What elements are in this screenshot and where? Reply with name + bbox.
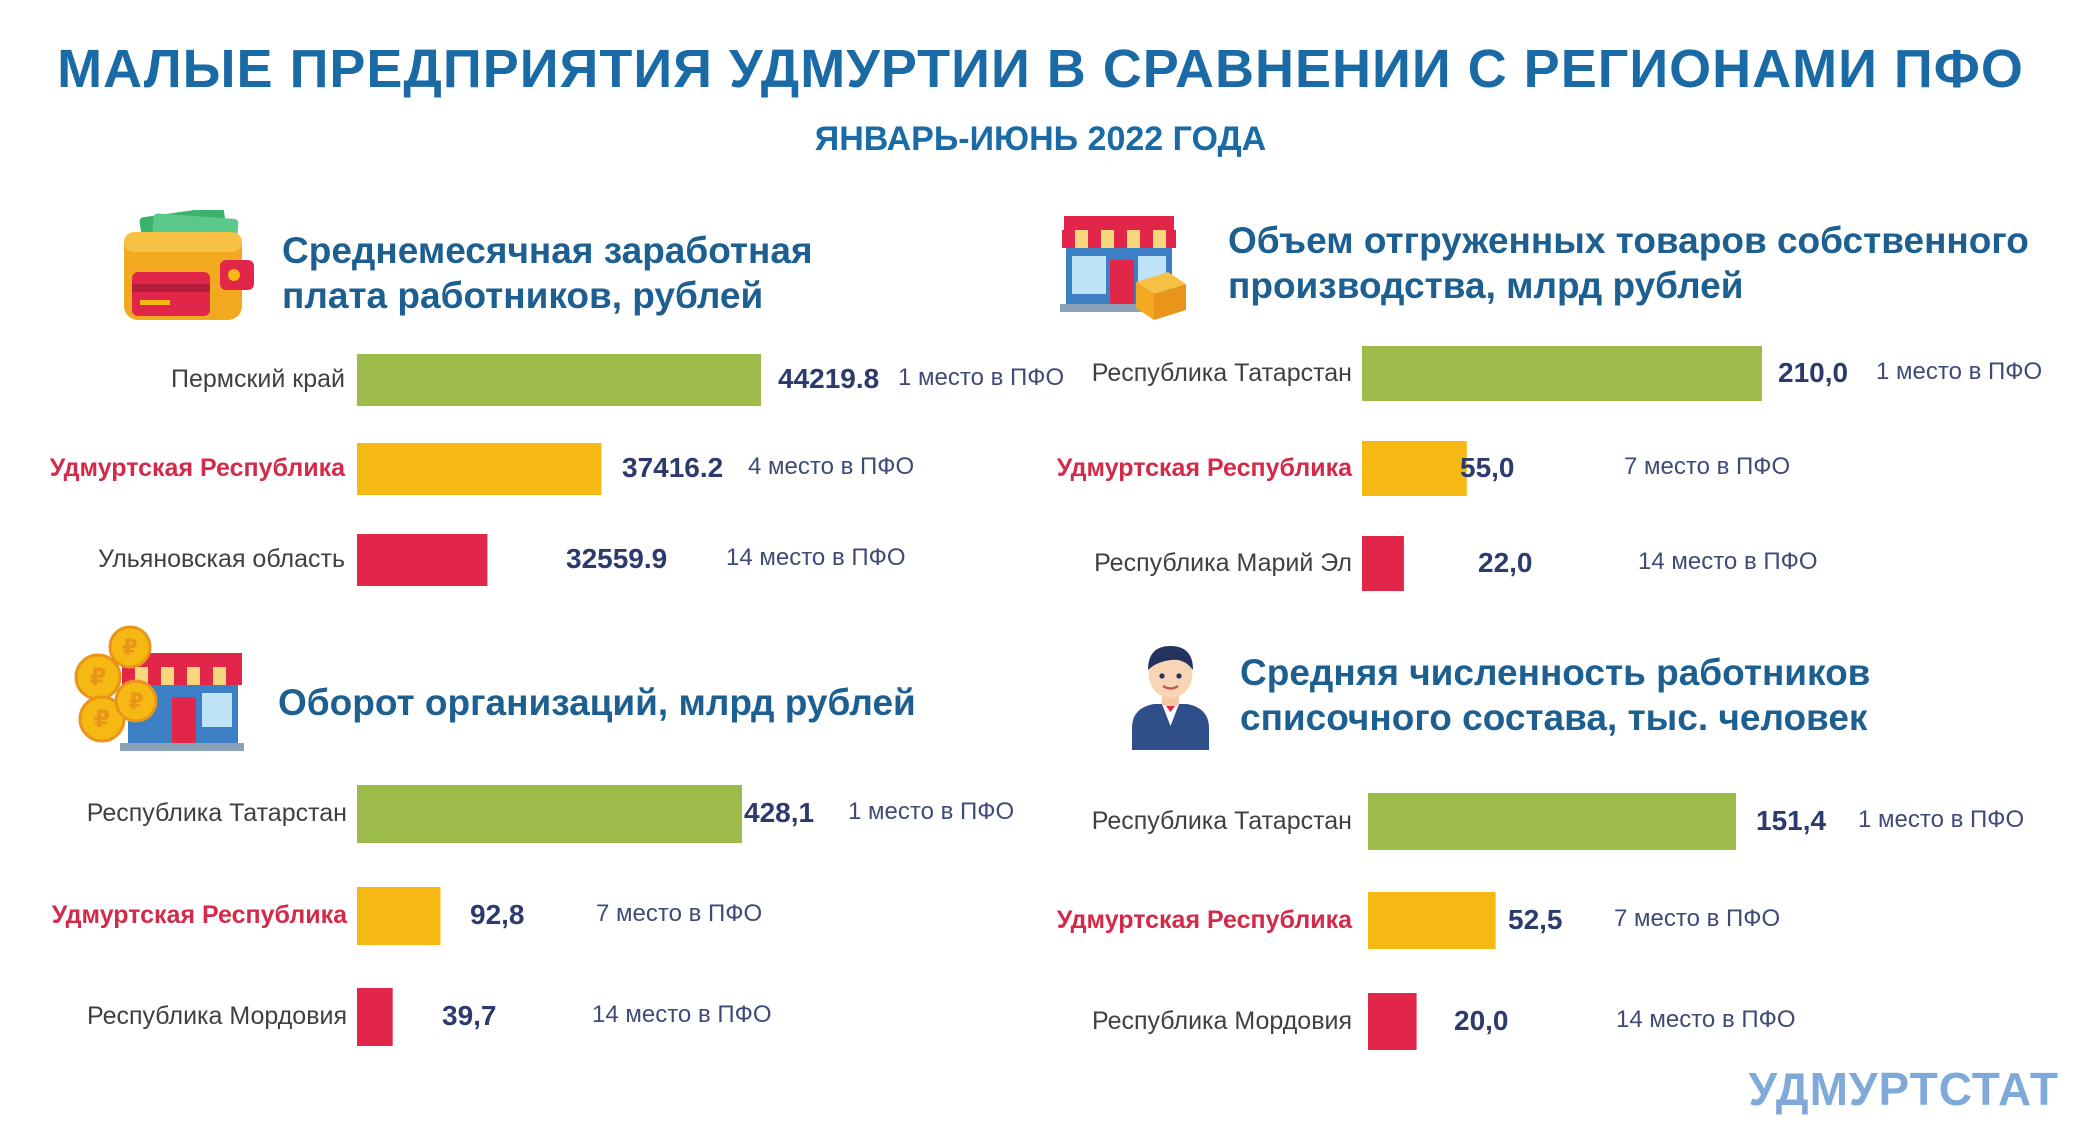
bar bbox=[357, 988, 393, 1046]
wallet-icon bbox=[124, 210, 254, 320]
bar-value-label: 92,8 bbox=[470, 899, 525, 930]
bar bbox=[357, 534, 488, 586]
brand-logo-text: УДМУРТСТАТ bbox=[1748, 1063, 2059, 1115]
bar-category-label: Республика Татарстан bbox=[1091, 358, 1352, 387]
bar-value-label: 32559.9 bbox=[566, 543, 668, 574]
page-subtitle: ЯНВАРЬ-ИЮНЬ 2022 ГОДА bbox=[814, 120, 1267, 158]
bar-category-label: Республика Мордовия bbox=[87, 1002, 347, 1030]
worker-icon bbox=[1132, 646, 1209, 750]
panel-title-line1: Оборот организаций, млрд рублей bbox=[278, 682, 916, 723]
bar bbox=[1362, 536, 1404, 591]
bar-category-label: Ульяновская область bbox=[97, 545, 345, 573]
bar bbox=[1368, 892, 1496, 949]
rank-label: 1 место в ПФО bbox=[898, 364, 1065, 391]
bar bbox=[357, 887, 441, 945]
bar bbox=[1362, 441, 1467, 496]
svg-text:₽: ₽ bbox=[128, 690, 143, 715]
bar-value-label: 55,0 bbox=[1460, 451, 1515, 483]
panel-title-line1: Среднемесячная заработная bbox=[282, 230, 813, 271]
bar-category-label: Удмуртская Республика bbox=[1056, 453, 1352, 482]
bar bbox=[1362, 346, 1762, 401]
bar-category-label: Удмуртская Республика bbox=[49, 454, 345, 482]
bar bbox=[357, 785, 742, 843]
bar-value-label: 37416.2 bbox=[622, 452, 724, 483]
store-icon bbox=[1060, 216, 1186, 320]
bar-category-label: Республика Татарстан bbox=[86, 799, 347, 827]
page-title: МАЛЫЕ ПРЕДПРИЯТИЯ УДМУРТИИ В СРАВНЕНИИ С… bbox=[57, 39, 2024, 99]
bar bbox=[357, 354, 761, 406]
bar bbox=[1368, 793, 1736, 850]
bar-value-label: 22,0 bbox=[1478, 546, 1533, 578]
bar-value-label: 210,0 bbox=[1778, 356, 1849, 388]
bar-value-label: 151,4 bbox=[1756, 804, 1827, 836]
rank-label: 4 место в ПФО bbox=[748, 453, 915, 480]
bar-value-label: 52,5 bbox=[1508, 903, 1563, 935]
bar-value-label: 44219.8 bbox=[778, 363, 880, 394]
rank-label: 1 место в ПФО bbox=[848, 798, 1015, 825]
bar-category-label: Удмуртская Республика bbox=[1056, 905, 1352, 934]
rank-label: 14 место в ПФО bbox=[1638, 547, 1818, 575]
rank-label: 7 место в ПФО bbox=[1614, 904, 1781, 932]
panel-title-line2: списочного состава, тыс. человек bbox=[1240, 697, 1868, 738]
bar-category-label: Республика Татарстан bbox=[1091, 806, 1352, 835]
svg-text:₽: ₽ bbox=[90, 663, 107, 691]
bar bbox=[1368, 993, 1417, 1050]
rank-label: 7 место в ПФО bbox=[1624, 452, 1791, 480]
rank-label: 14 место в ПФО bbox=[1616, 1005, 1796, 1033]
bar-value-label: 20,0 bbox=[1454, 1004, 1509, 1036]
bar bbox=[357, 443, 602, 495]
panel-title-line2: производства, млрд рублей bbox=[1228, 265, 1744, 306]
svg-text:₽: ₽ bbox=[94, 705, 111, 733]
coins-store-icon: ₽ ₽ ₽ ₽ bbox=[74, 625, 244, 751]
panel-title-line2: плата работников, рублей bbox=[282, 275, 764, 316]
bar-value-label: 428,1 bbox=[744, 797, 815, 828]
bar-category-label: Удмуртская Республика bbox=[51, 901, 347, 929]
bar-category-label: Республика Марий Эл bbox=[1094, 548, 1352, 577]
panel-title-line1: Объем отгруженных товаров собственного bbox=[1228, 220, 2029, 261]
rank-label: 1 место в ПФО bbox=[1876, 357, 2043, 385]
bar-category-label: Республика Мордовия bbox=[1092, 1006, 1352, 1035]
panel-title-line1: Средняя численность работников bbox=[1240, 652, 1871, 693]
rank-label: 14 место в ПФО bbox=[726, 544, 906, 571]
bar-value-label: 39,7 bbox=[442, 1000, 497, 1031]
svg-text:₽: ₽ bbox=[122, 636, 137, 661]
rank-label: 14 место в ПФО bbox=[592, 1001, 772, 1028]
rank-label: 1 место в ПФО bbox=[1858, 805, 2025, 833]
bar-category-label: Пермский край bbox=[171, 365, 345, 393]
rank-label: 7 место в ПФО bbox=[596, 900, 763, 927]
